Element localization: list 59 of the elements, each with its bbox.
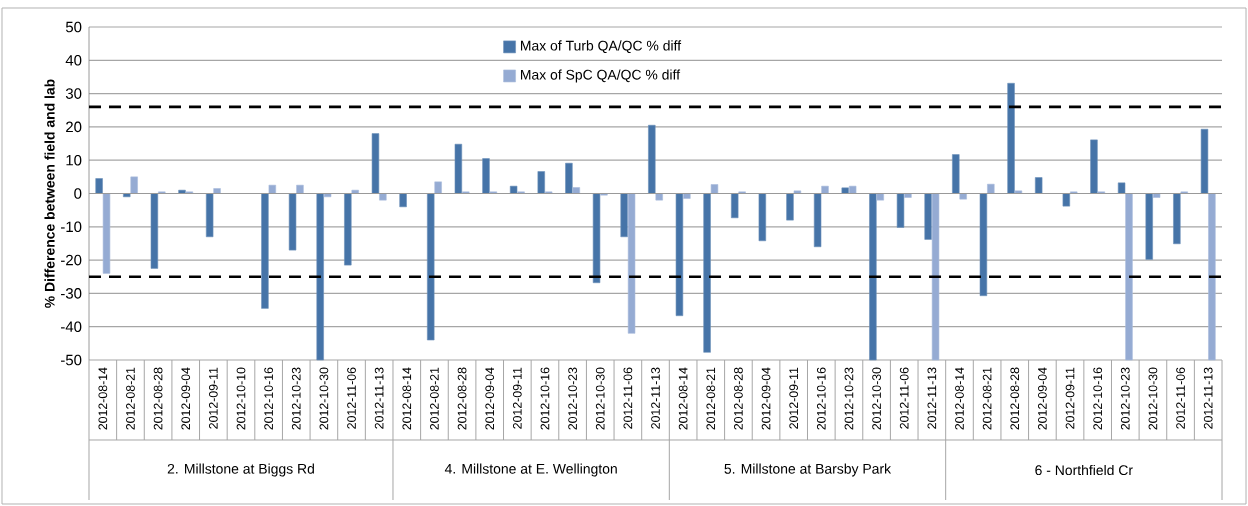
text: 4. Millstone at E. Wellington	[444, 463, 617, 477]
x-tick-label: 2012-10-16	[1093, 367, 1103, 430]
x-tick-label: 2012-11-13	[651, 367, 660, 429]
x-tick-label: 2012-08-21	[706, 367, 716, 430]
x-tick-label: 2012-11-06	[1176, 367, 1185, 429]
x-tick-label: 2012-09-11	[512, 367, 522, 429]
legend-label: Max of Turb QA/QC % diff	[521, 40, 682, 54]
text: 6 - Northfield Cr	[1035, 464, 1133, 476]
x-tick-label: 2012-10-30	[595, 367, 605, 430]
x-tick-label: 2012-10-10	[236, 367, 246, 430]
y-tick-label: 40	[65, 54, 82, 66]
y-tick-label: -10	[61, 221, 82, 233]
y-tick-label: -20	[61, 254, 82, 266]
x-tick-label: 2012-09-04	[485, 367, 495, 430]
x-tick-label: 2012-11-06	[899, 367, 909, 429]
x-tick-label: 2012-10-23	[1120, 367, 1130, 430]
x-tick-label: 2012-10-16	[540, 367, 550, 430]
x-tick-label: 2012-09-11	[789, 367, 799, 429]
x-tick-label: 2012-09-04	[1038, 367, 1047, 430]
x-tick-label: 2012-09-04	[761, 367, 771, 430]
x-tick-label: 2012-08-14	[402, 367, 412, 430]
x-tick-label: 2012-10-23	[844, 367, 854, 430]
y-axis-title: % Difference between field and lab	[44, 79, 55, 308]
x-tick-label: 2012-11-06	[347, 367, 356, 429]
x-tick-label: 2012-08-28	[457, 367, 467, 430]
x-tick-label: 2012-09-11	[208, 367, 218, 429]
y-tick-label: -40	[61, 321, 82, 332]
y-tick-label: 50	[65, 21, 82, 33]
x-tick-label: 2012-11-13	[374, 367, 384, 429]
x-tick-label: 2012-10-23	[568, 367, 577, 430]
x-tick-label: 2012-08-14	[955, 367, 964, 430]
text: 2. Millstone at Biggs Rd	[167, 463, 314, 477]
x-tick-label: 2012-10-23	[291, 367, 301, 430]
x-tick-label: 2012-08-28	[153, 367, 163, 430]
x-tick-label: 2012-08-21	[982, 367, 992, 430]
y-tick-label: 0	[74, 188, 82, 199]
x-tick-label: 2012-10-30	[1148, 367, 1158, 430]
x-tick-label: 2012-08-21	[430, 367, 439, 430]
x-tick-label: 2012-08-28	[734, 367, 743, 430]
x-tick-label: 2012-11-06	[623, 367, 633, 429]
x-tick-label: 2012-08-14	[98, 367, 108, 430]
x-tick-label: 2012-09-04	[181, 367, 191, 430]
y-tick-label: -50	[61, 354, 82, 366]
text: 5. Millstone at Barsby Park	[724, 463, 892, 477]
y-tick-label: 30	[65, 88, 82, 99]
x-tick-label: 2012-11-13	[927, 367, 937, 429]
y-tick-label: -30	[61, 288, 82, 299]
y-tick-label: 20	[66, 121, 82, 133]
x-tick-label: 2012-08-14	[678, 367, 688, 430]
x-tick-label: 2012-11-13	[1203, 367, 1213, 429]
x-tick-label: 2012-10-30	[872, 367, 881, 430]
x-tick-label: 2012-08-28	[1010, 367, 1020, 430]
y-tick-label: 10	[66, 154, 82, 166]
x-tick-label: 2012-10-30	[319, 367, 329, 430]
legend-label: Max of SpC QA/QC % diff	[521, 69, 681, 83]
x-tick-label: 2012-10-16	[816, 367, 826, 430]
x-tick-label: 2012-08-21	[126, 367, 135, 430]
x-tick-label: 2012-10-16	[264, 367, 273, 430]
x-tick-label: 2012-09-11	[1065, 367, 1075, 429]
